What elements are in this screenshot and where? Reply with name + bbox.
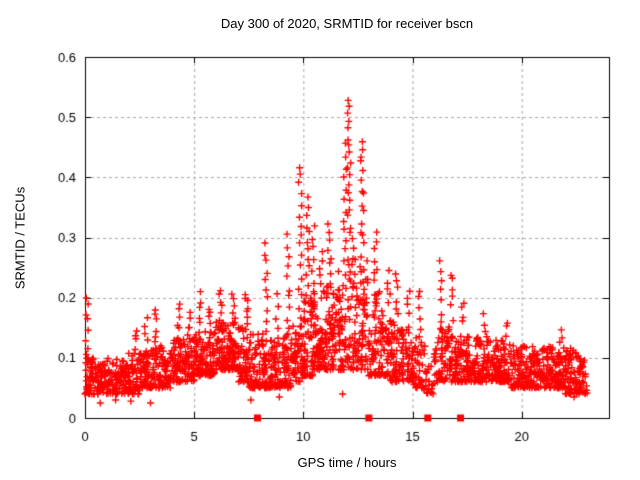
x-axis-label: GPS time / hours bbox=[297, 455, 397, 470]
chart-title: Day 300 of 2020, SRMTID for receiver bsc… bbox=[220, 16, 474, 31]
y-axis-label: SRMTID / TECUs bbox=[12, 186, 28, 290]
